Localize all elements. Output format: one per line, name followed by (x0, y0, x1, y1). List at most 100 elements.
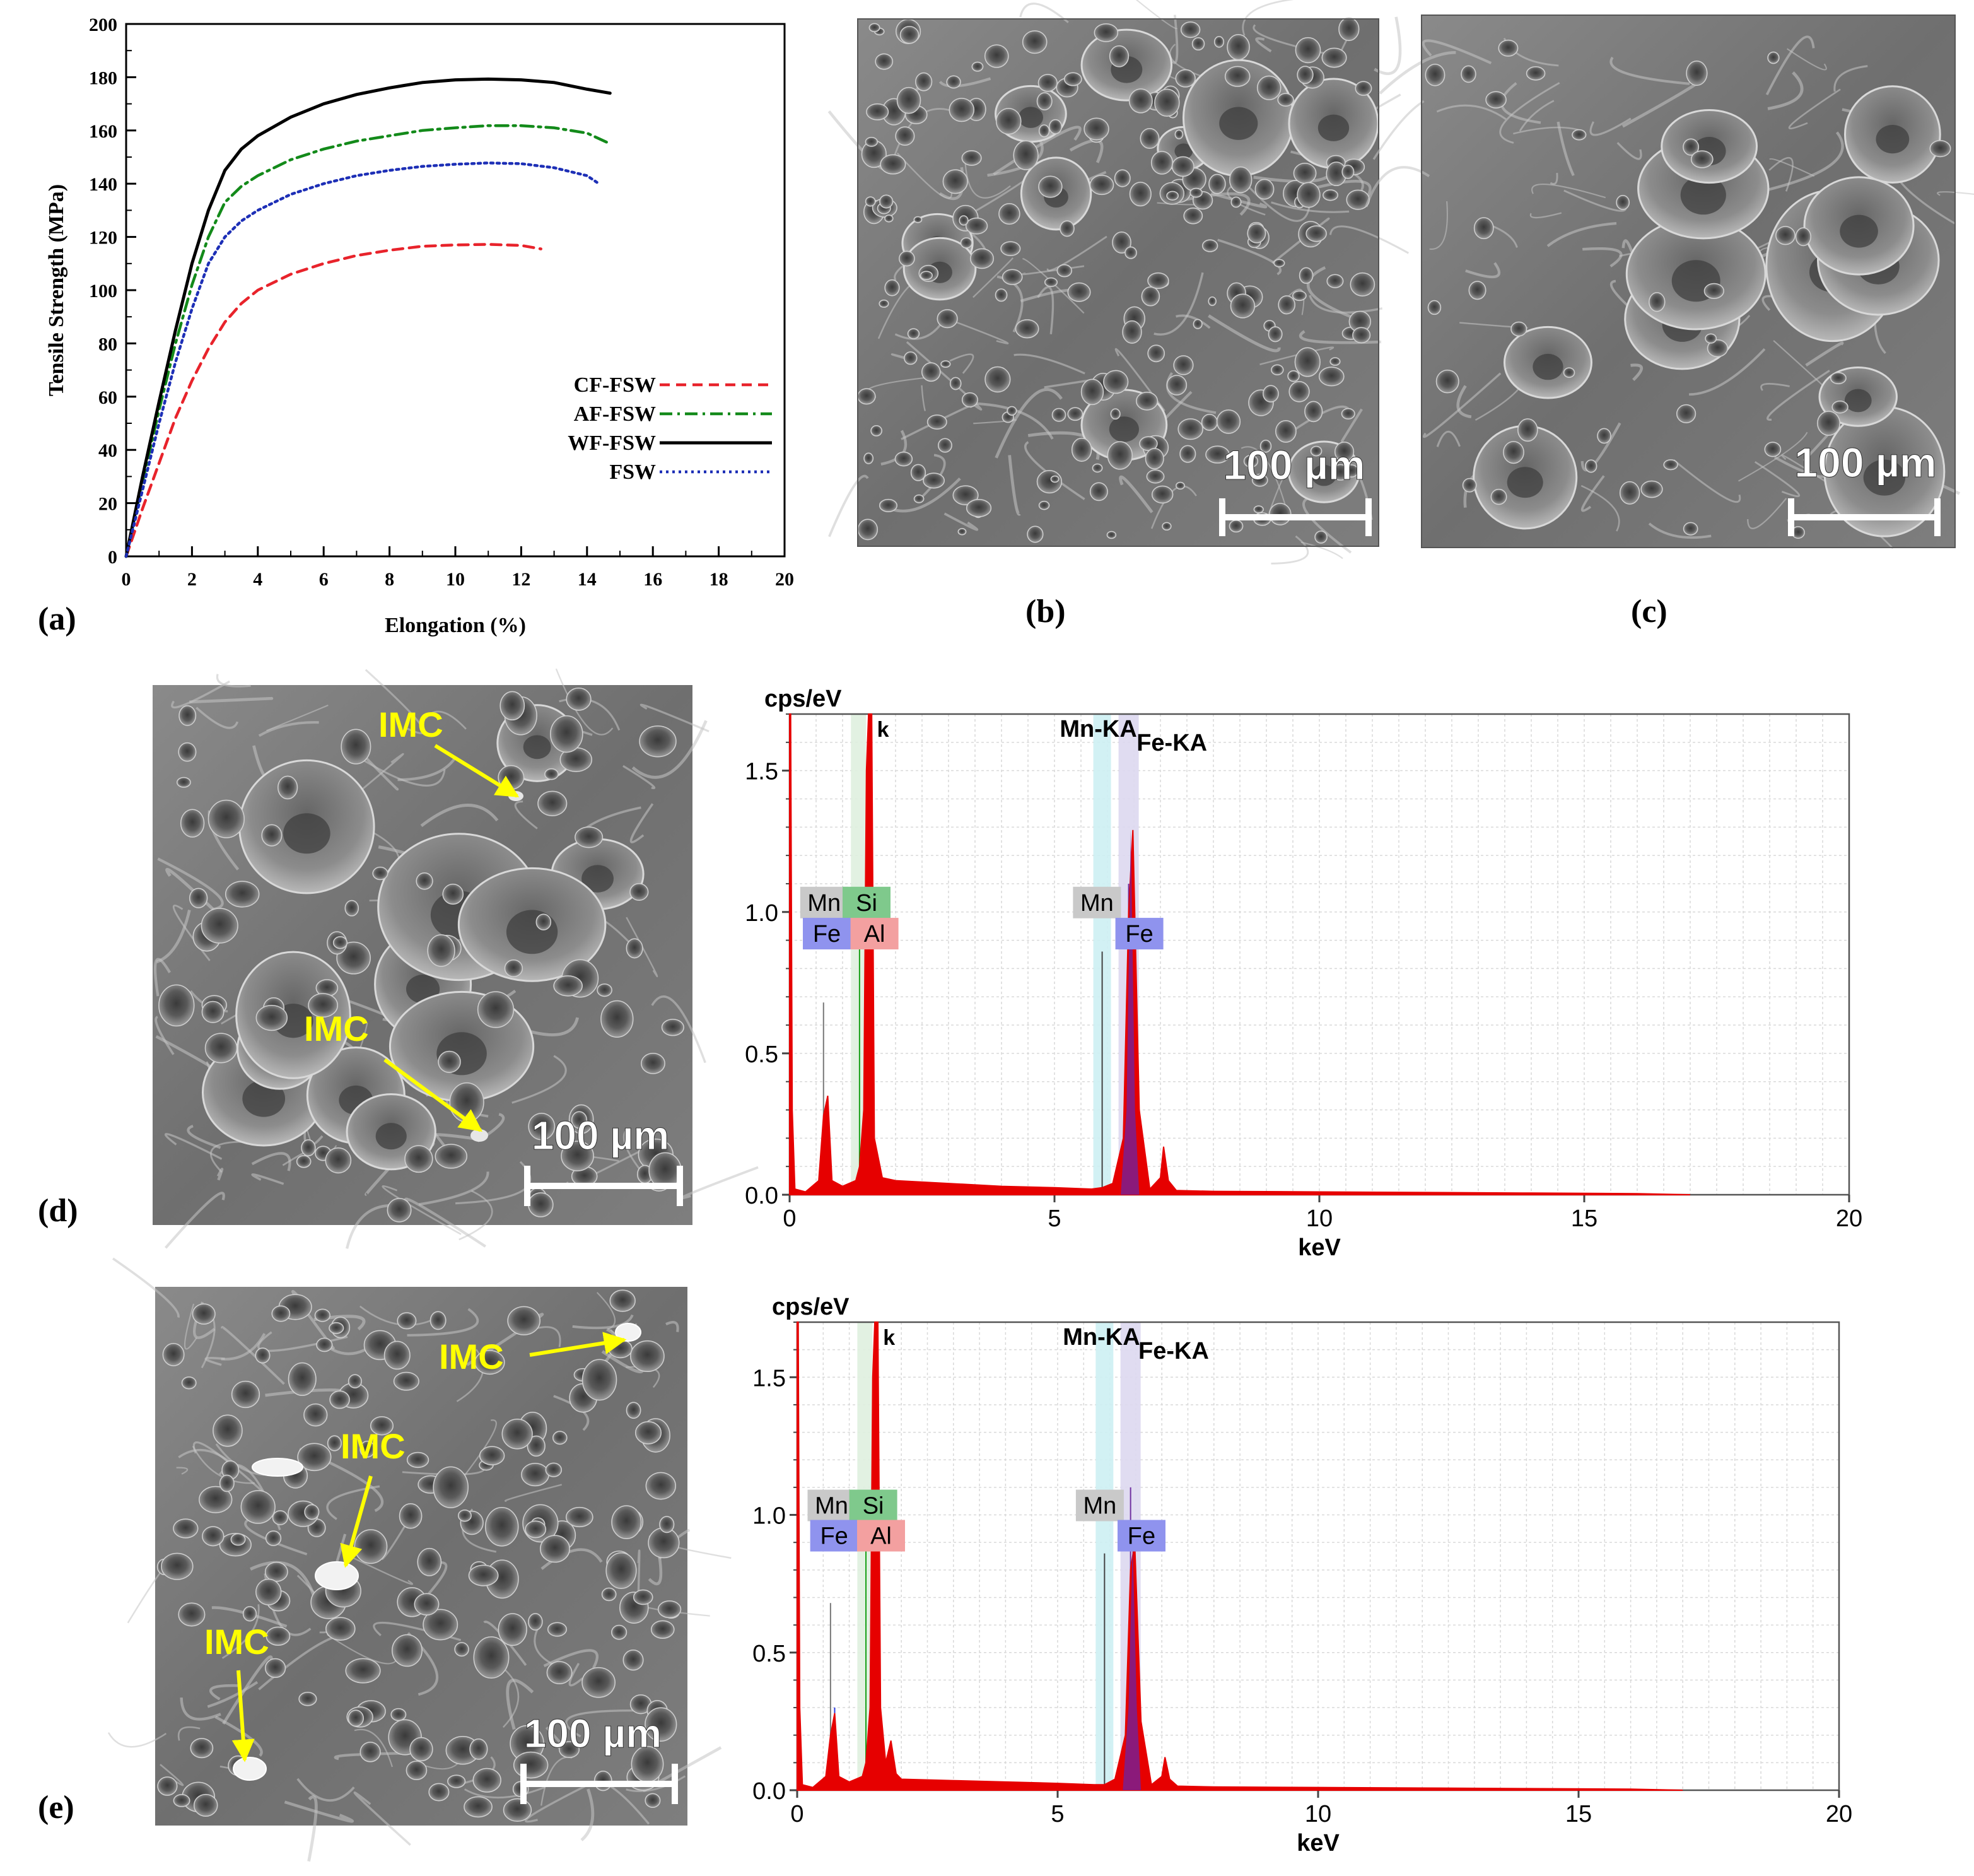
tensile-x-tick-label: 20 (775, 569, 794, 590)
sem-dimple-small (1287, 370, 1300, 382)
sem-dimple-small (1321, 47, 1347, 68)
sem-dimple-small (866, 103, 889, 120)
sem-ridge (1589, 117, 1632, 136)
sem-dimple-small (1318, 366, 1345, 387)
sem-dimple-small (630, 1340, 665, 1373)
sem-dimple-core (1311, 464, 1336, 486)
sem-dimple-small (504, 959, 523, 978)
tensile-x-axis-label: Elongation (%) (385, 614, 526, 637)
sem-ridge (1580, 475, 1605, 512)
sem-ridge (1767, 370, 1830, 421)
sem-ridge (1271, 201, 1350, 213)
sem-ridge (972, 402, 1054, 440)
sem-ridge (350, 1556, 414, 1585)
sem-dimple-small (1649, 292, 1666, 312)
sem-ridge (1429, 201, 1448, 250)
sem-ridge (365, 669, 425, 734)
eds-element-box-al (850, 918, 899, 950)
tensile-y-tick-label: 180 (89, 67, 117, 88)
sem-dimple-small (1277, 93, 1294, 107)
sem-dimple-small (1517, 418, 1538, 442)
sem-ridge (160, 1764, 184, 1786)
sem-dimple-small (433, 1466, 469, 1509)
sem-dimple-small (1350, 272, 1375, 296)
sem-dimple-small (199, 1486, 233, 1513)
sem-dimple-small (1297, 182, 1321, 208)
sem-dimple-small (1334, 442, 1355, 462)
sem-ridge (553, 1395, 590, 1431)
sem-ridge (964, 162, 1011, 199)
eds-peak-label-fe-ka: Fe-KA (1136, 730, 1207, 756)
sem-ridge (622, 765, 656, 790)
sem-dimple-small (1310, 445, 1323, 457)
sem-ridge (629, 803, 654, 843)
sem-dimple-small (535, 913, 552, 930)
sem-dimple-small (546, 1661, 573, 1685)
sem-dimple-small (1150, 151, 1174, 175)
eds-element-box-mn (1075, 1489, 1124, 1521)
sem-dimple-small (469, 1738, 488, 1760)
sem-dimple-small (1136, 391, 1159, 411)
sem-dimple-small (949, 377, 962, 390)
sem-dimple-small (1013, 140, 1039, 170)
eds-element-box-label: Si (856, 890, 877, 917)
sem-dimple-small (920, 271, 933, 281)
eds-element-box-mn (800, 886, 848, 918)
sem-dimple-core (1533, 353, 1563, 380)
sem-ridge (1379, 50, 1456, 95)
sem-dimple-core (1219, 107, 1258, 140)
sem-dimple-small (960, 237, 972, 249)
sem-dimple-small (998, 203, 1020, 225)
sem-dimple-small (659, 1516, 675, 1533)
sem-dimple-small (1686, 61, 1708, 86)
sem-ridge (1422, 372, 1502, 438)
eds-element-box-label: Si (863, 1493, 884, 1520)
tensile-chart: 0 20 40 60 80 100 120 140 160 180 200 0 2 4 6 8 10 12 14 1… (45, 15, 794, 637)
tensile-y-tick-label: 140 (89, 174, 117, 195)
sem-ridge (420, 804, 499, 828)
sem-dimple-core (506, 910, 558, 954)
sem-ridge (164, 1133, 223, 1160)
sem-dimple-small (314, 1308, 330, 1322)
sem-ridge (1300, 180, 1372, 199)
sem-ridge (1456, 385, 1472, 419)
sem-dimple-small (297, 1443, 332, 1472)
sem-dimple-small (865, 136, 879, 147)
sem-dimple-small (1247, 223, 1266, 243)
sem-dimple-small (1048, 119, 1063, 134)
scale-bar-b (1219, 498, 1372, 536)
sem-dimple-small (1154, 88, 1180, 117)
sem-ridge (157, 857, 224, 911)
sem-ridge (1580, 484, 1620, 532)
tensile-x-tick-label: 14 (578, 569, 597, 590)
sem-dimple-small (610, 1624, 628, 1640)
sem-dimple-small (1425, 63, 1445, 86)
sem-dimple-small (661, 1019, 684, 1036)
eds-spectrum-trace (797, 1322, 1683, 1791)
sem-ridge (1372, 100, 1425, 160)
sem-ridge (221, 1326, 285, 1385)
sem-dimple-small (404, 1145, 433, 1173)
sem-dimple-small (173, 1518, 199, 1539)
sem-dimple-small (971, 61, 984, 72)
sem-dimple-small (178, 705, 197, 726)
sem-ridge (506, 1679, 534, 1730)
tensile-x-tick-label: 8 (385, 569, 394, 590)
sem-dimple-small (501, 1418, 533, 1450)
sem-ridge (334, 1752, 408, 1761)
sem-ridge (1499, 82, 1560, 144)
sem-ridge (921, 385, 926, 411)
eds-element-box-label: Mn (815, 1493, 848, 1520)
sem-dimple-small (527, 1435, 546, 1457)
sem-dimple-small (1485, 91, 1507, 108)
sem-ridge (1255, 37, 1272, 53)
sem-dimple-small (1089, 482, 1108, 501)
sem-dimple-small (288, 1362, 317, 1396)
sem-dimple-small (547, 1622, 568, 1637)
sem-dimple-small (474, 1350, 505, 1375)
eds-y-tick-label: 0.5 (752, 1641, 786, 1667)
sem-dimple-small (1616, 194, 1630, 210)
sem-dimple-small (984, 366, 1011, 393)
sem-dimple-small (629, 883, 649, 901)
tensile-x-tick-label: 10 (446, 569, 465, 590)
